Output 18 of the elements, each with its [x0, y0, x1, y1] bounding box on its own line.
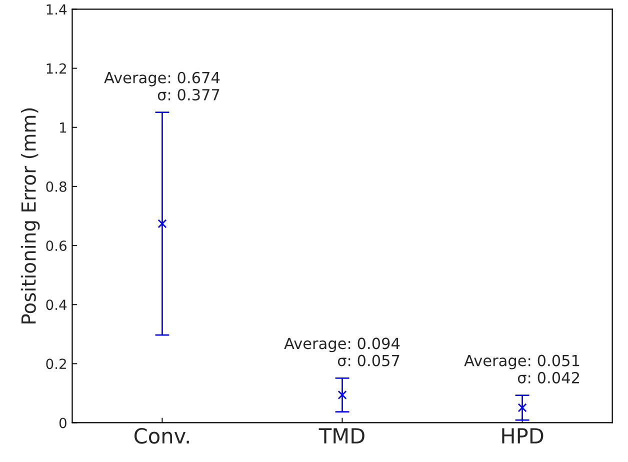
y-tick-label: 0.2	[46, 358, 66, 370]
y-tick-label: 0.4	[46, 300, 67, 310]
y-tick-label: 0.8	[46, 181, 66, 192]
y-axis-title: Positioning Error (mm)	[20, 108, 40, 324]
y-tick-label: 1.2	[46, 63, 66, 74]
annotation: Average: 0.094 σ: 0.057	[284, 338, 400, 366]
annotation: Average: 0.051 σ: 0.042	[464, 354, 580, 384]
y-tick-label: 0	[59, 418, 66, 428]
point	[158, 219, 167, 228]
annotation: Average: 0.674 σ: 0.377	[104, 72, 220, 100]
x-tick-label: HPD	[502, 428, 544, 444]
x-tick-label: Conv.	[134, 428, 189, 444]
y-tick-label: 1	[60, 122, 66, 133]
point	[518, 403, 527, 412]
y-tick-label: 0.6	[46, 240, 66, 251]
point	[338, 390, 347, 400]
x-tick-label: TMD	[318, 428, 364, 444]
y-tick-label: 1.4	[46, 4, 67, 15]
